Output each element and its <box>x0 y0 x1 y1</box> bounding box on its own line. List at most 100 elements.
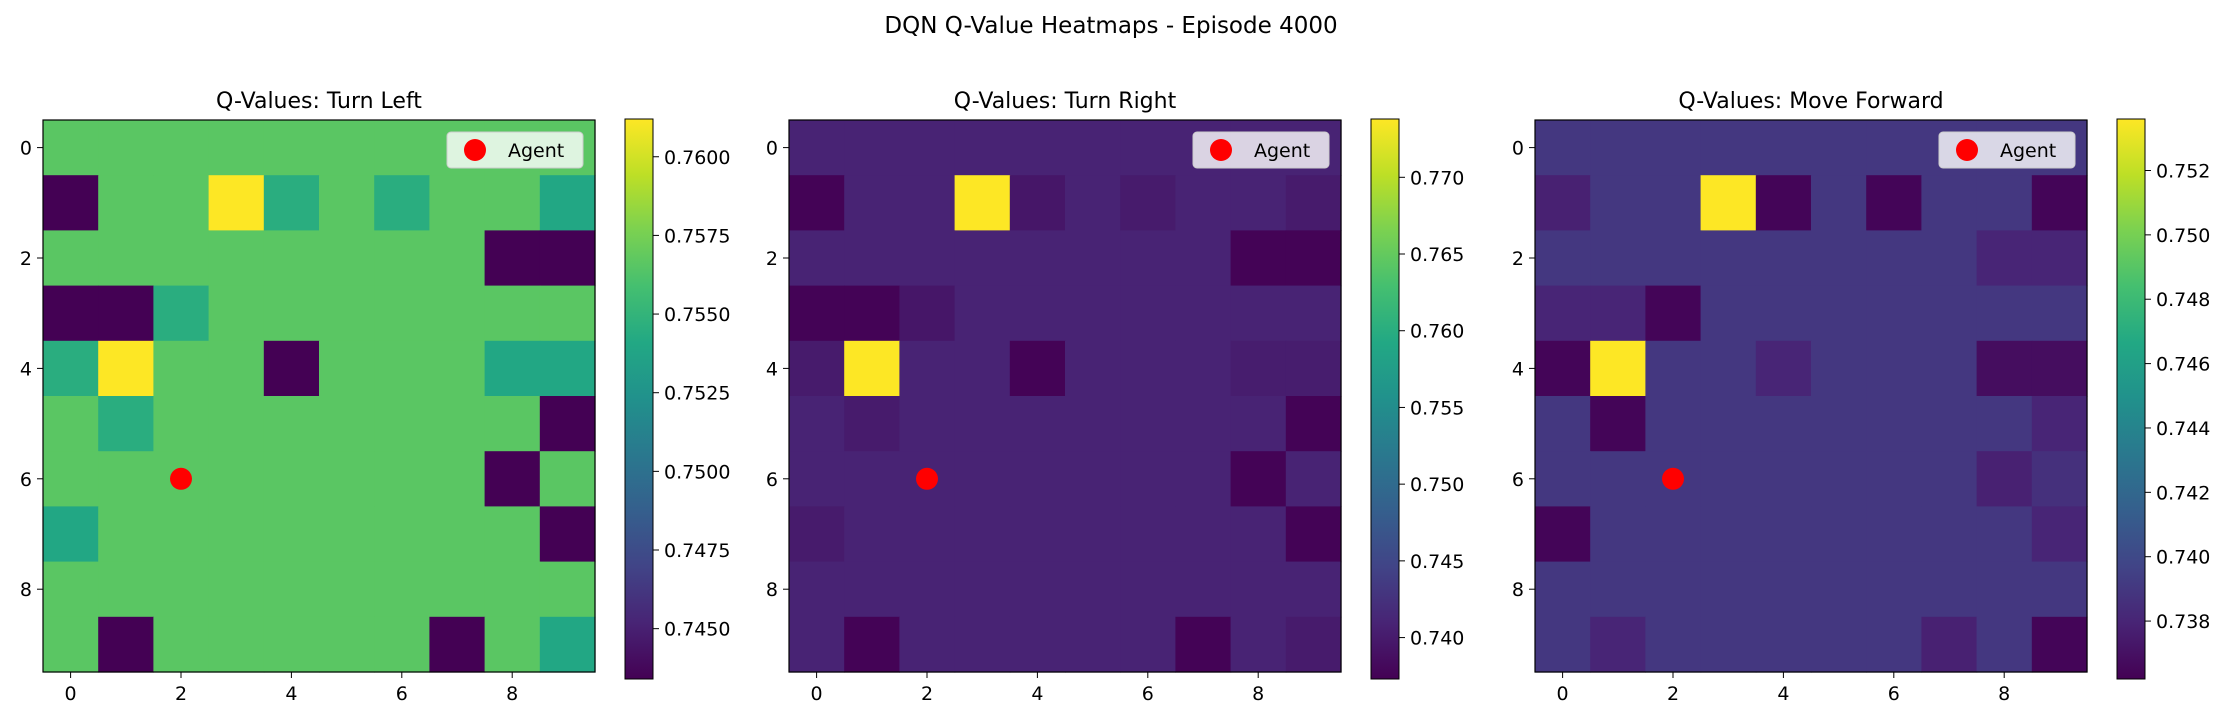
heatmap-cell <box>1590 120 1646 176</box>
heatmap-cell <box>1285 285 1342 342</box>
heatmap-cell <box>1120 506 1176 563</box>
y-tick-label: 2 <box>766 248 778 270</box>
x-tick-label: 8 <box>1252 683 1264 705</box>
heatmap-cell <box>1535 285 1591 342</box>
heatmap-cell <box>899 396 956 452</box>
heatmap-cell <box>1755 120 1812 176</box>
heatmap-cell <box>1009 175 1066 231</box>
panel-title: Q-Values: Turn Right <box>954 89 1177 114</box>
heatmap-cell <box>899 285 956 342</box>
heatmap-cell <box>954 175 1011 231</box>
x-tick-label: 0 <box>65 683 77 705</box>
heatmap-cell <box>43 340 99 397</box>
colorbar-tick-label: 0.755 <box>1410 397 1464 419</box>
heatmap-cell <box>1175 451 1232 507</box>
heatmap-cell <box>429 230 486 287</box>
legend-label: Agent <box>2000 140 2056 162</box>
heatmap-cell <box>263 506 320 563</box>
heatmap-cell <box>208 506 265 563</box>
heatmap-cell <box>374 396 430 452</box>
heatmap-cell <box>1866 616 1922 673</box>
heatmap-cell <box>1065 561 1121 618</box>
heatmap-cell <box>2031 175 2088 231</box>
heatmap-cell <box>844 451 900 507</box>
heatmap-cell <box>1755 396 1812 452</box>
heatmap-cell <box>539 396 596 452</box>
plot-frame <box>1534 119 2088 673</box>
heatmap-cells <box>1535 120 2088 673</box>
heatmap-cell <box>1700 396 1757 452</box>
heatmap-cell <box>98 340 154 397</box>
heatmap-cell <box>1230 616 1287 673</box>
heatmap-cell <box>1590 285 1646 342</box>
x-tick-label: 8 <box>506 683 518 705</box>
plot-frame <box>42 119 596 673</box>
heatmap-cell <box>484 175 541 231</box>
heatmap-cell <box>539 230 596 287</box>
colorbar-tick-label: 0.7500 <box>664 461 730 483</box>
heatmap-cell <box>1811 616 1867 673</box>
legend: Agent <box>446 131 584 169</box>
heatmap-cell <box>844 396 900 452</box>
heatmap-cell <box>1645 285 1702 342</box>
colorbar-tick-label: 0.748 <box>2156 289 2210 311</box>
plot-frame <box>788 119 1342 673</box>
heatmap-cell <box>1590 396 1646 452</box>
heatmap-cell <box>319 396 375 452</box>
heatmap-cell <box>319 285 375 342</box>
heatmap-cell <box>1700 340 1757 397</box>
y-tick-label: 4 <box>1512 358 1524 380</box>
y-tick-label: 4 <box>20 358 32 380</box>
heatmap-cell <box>263 230 320 287</box>
heatmap-cell <box>1009 120 1066 176</box>
heatmap-cell <box>1866 451 1922 507</box>
heatmap-cell <box>1590 340 1646 397</box>
heatmap-cell <box>1700 120 1757 176</box>
heatmap-cell <box>429 451 486 507</box>
x-tick-label: 4 <box>285 683 297 705</box>
heatmap-cell <box>539 451 596 507</box>
heatmap-cell <box>1175 340 1232 397</box>
heatmap-cell <box>1866 285 1922 342</box>
heatmap-cell <box>43 506 99 563</box>
heatmap-cell <box>1921 175 1978 231</box>
heatmap-cell <box>1811 396 1867 452</box>
heatmap-cell <box>1230 230 1287 287</box>
heatmap-cell <box>1009 506 1066 563</box>
heatmap-cell <box>153 230 210 287</box>
heatmap-cell <box>1065 175 1121 231</box>
heatmap-cell <box>844 175 900 231</box>
heatmap-cell <box>1120 451 1176 507</box>
heatmap-cell <box>539 340 596 397</box>
y-tick-label: 0 <box>1512 138 1524 160</box>
heatmap-cell <box>374 451 430 507</box>
heatmap-cell <box>1590 616 1646 673</box>
heatmap-cell <box>1285 451 1342 507</box>
heatmap-cell <box>1921 340 1978 397</box>
heatmap-cell <box>1590 175 1646 231</box>
heatmap-cell <box>374 120 430 176</box>
heatmap-panel-turn-left: Q-Values: Turn Left 0 2 4 6 8 0 2 4 6 8 Agent 0.7450… <box>20 89 731 705</box>
y-tick-label: 6 <box>20 469 32 491</box>
heatmap-cell <box>319 340 375 397</box>
heatmap-cell <box>1976 396 2033 452</box>
heatmap-cell <box>43 561 99 618</box>
heatmap-cell <box>1230 451 1287 507</box>
heatmap-cell <box>43 451 99 507</box>
heatmap-cell <box>1175 230 1232 287</box>
heatmap-cell <box>899 506 956 563</box>
colorbar-tick-label: 0.745 <box>1410 551 1464 573</box>
heatmap-cell <box>1009 340 1066 397</box>
heatmap-cell <box>1175 506 1232 563</box>
panel-title: Q-Values: Turn Left <box>216 89 422 114</box>
heatmap-cell <box>789 561 845 618</box>
heatmap-cell <box>263 561 320 618</box>
legend-label: Agent <box>508 140 564 162</box>
legend-agent-marker <box>464 139 486 161</box>
heatmap-cell <box>374 340 430 397</box>
heatmap-cell <box>98 506 154 563</box>
heatmap-cell <box>1590 230 1646 287</box>
heatmap-cell <box>899 340 956 397</box>
colorbar <box>1370 118 1400 680</box>
heatmap-cell <box>98 175 154 231</box>
